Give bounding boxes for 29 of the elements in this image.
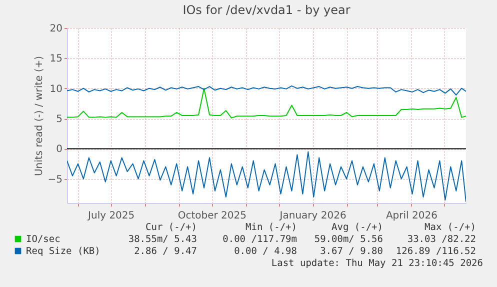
legend-label: IO/sec <box>26 234 60 245</box>
y-tick-label: 5 <box>56 114 62 126</box>
line-series <box>67 85 466 96</box>
text: 0.00 /117.79m <box>222 234 298 245</box>
text: Max (-/+) <box>424 222 476 233</box>
text: 2.86 / 9.47 <box>134 246 197 257</box>
text: Avg (-/+) <box>332 222 383 233</box>
legend-label: Req Size (KB) <box>26 246 100 257</box>
text: Last update: Thu May 21 23:10:45 2026 <box>271 258 484 269</box>
text: 59.00m/ 5.56 <box>314 234 384 245</box>
text: 38.55m/ 5.43 <box>128 234 197 245</box>
text: 126.89 /116.52 <box>396 246 476 257</box>
text: 3.67 / 9.80 <box>320 246 384 257</box>
y-tick-label: 0 <box>56 144 62 156</box>
text: 0.00 / 4.98 <box>234 246 298 257</box>
x-tick-label: April 2026 <box>386 210 438 222</box>
y-tick-label: 10 <box>50 84 62 95</box>
text: Min (-/+) <box>246 222 297 233</box>
y-tick-label: 20 <box>50 24 62 34</box>
chart-title: IOs for /dev/xvda1 - by year <box>182 3 350 17</box>
text: Cur (-/+) <box>146 222 197 233</box>
x-tick-label: January 2026 <box>278 210 346 222</box>
x-tick-label: October 2025 <box>178 210 247 222</box>
y-tick-label: 15 <box>50 54 62 65</box>
y-tick-label: −5 <box>48 174 62 186</box>
x-tick-label: July 2025 <box>87 210 135 222</box>
text: 33.03 /82.22 <box>407 234 476 245</box>
line-series <box>67 88 466 118</box>
y-axis-title: Units read (-) / write (+) <box>34 56 45 176</box>
